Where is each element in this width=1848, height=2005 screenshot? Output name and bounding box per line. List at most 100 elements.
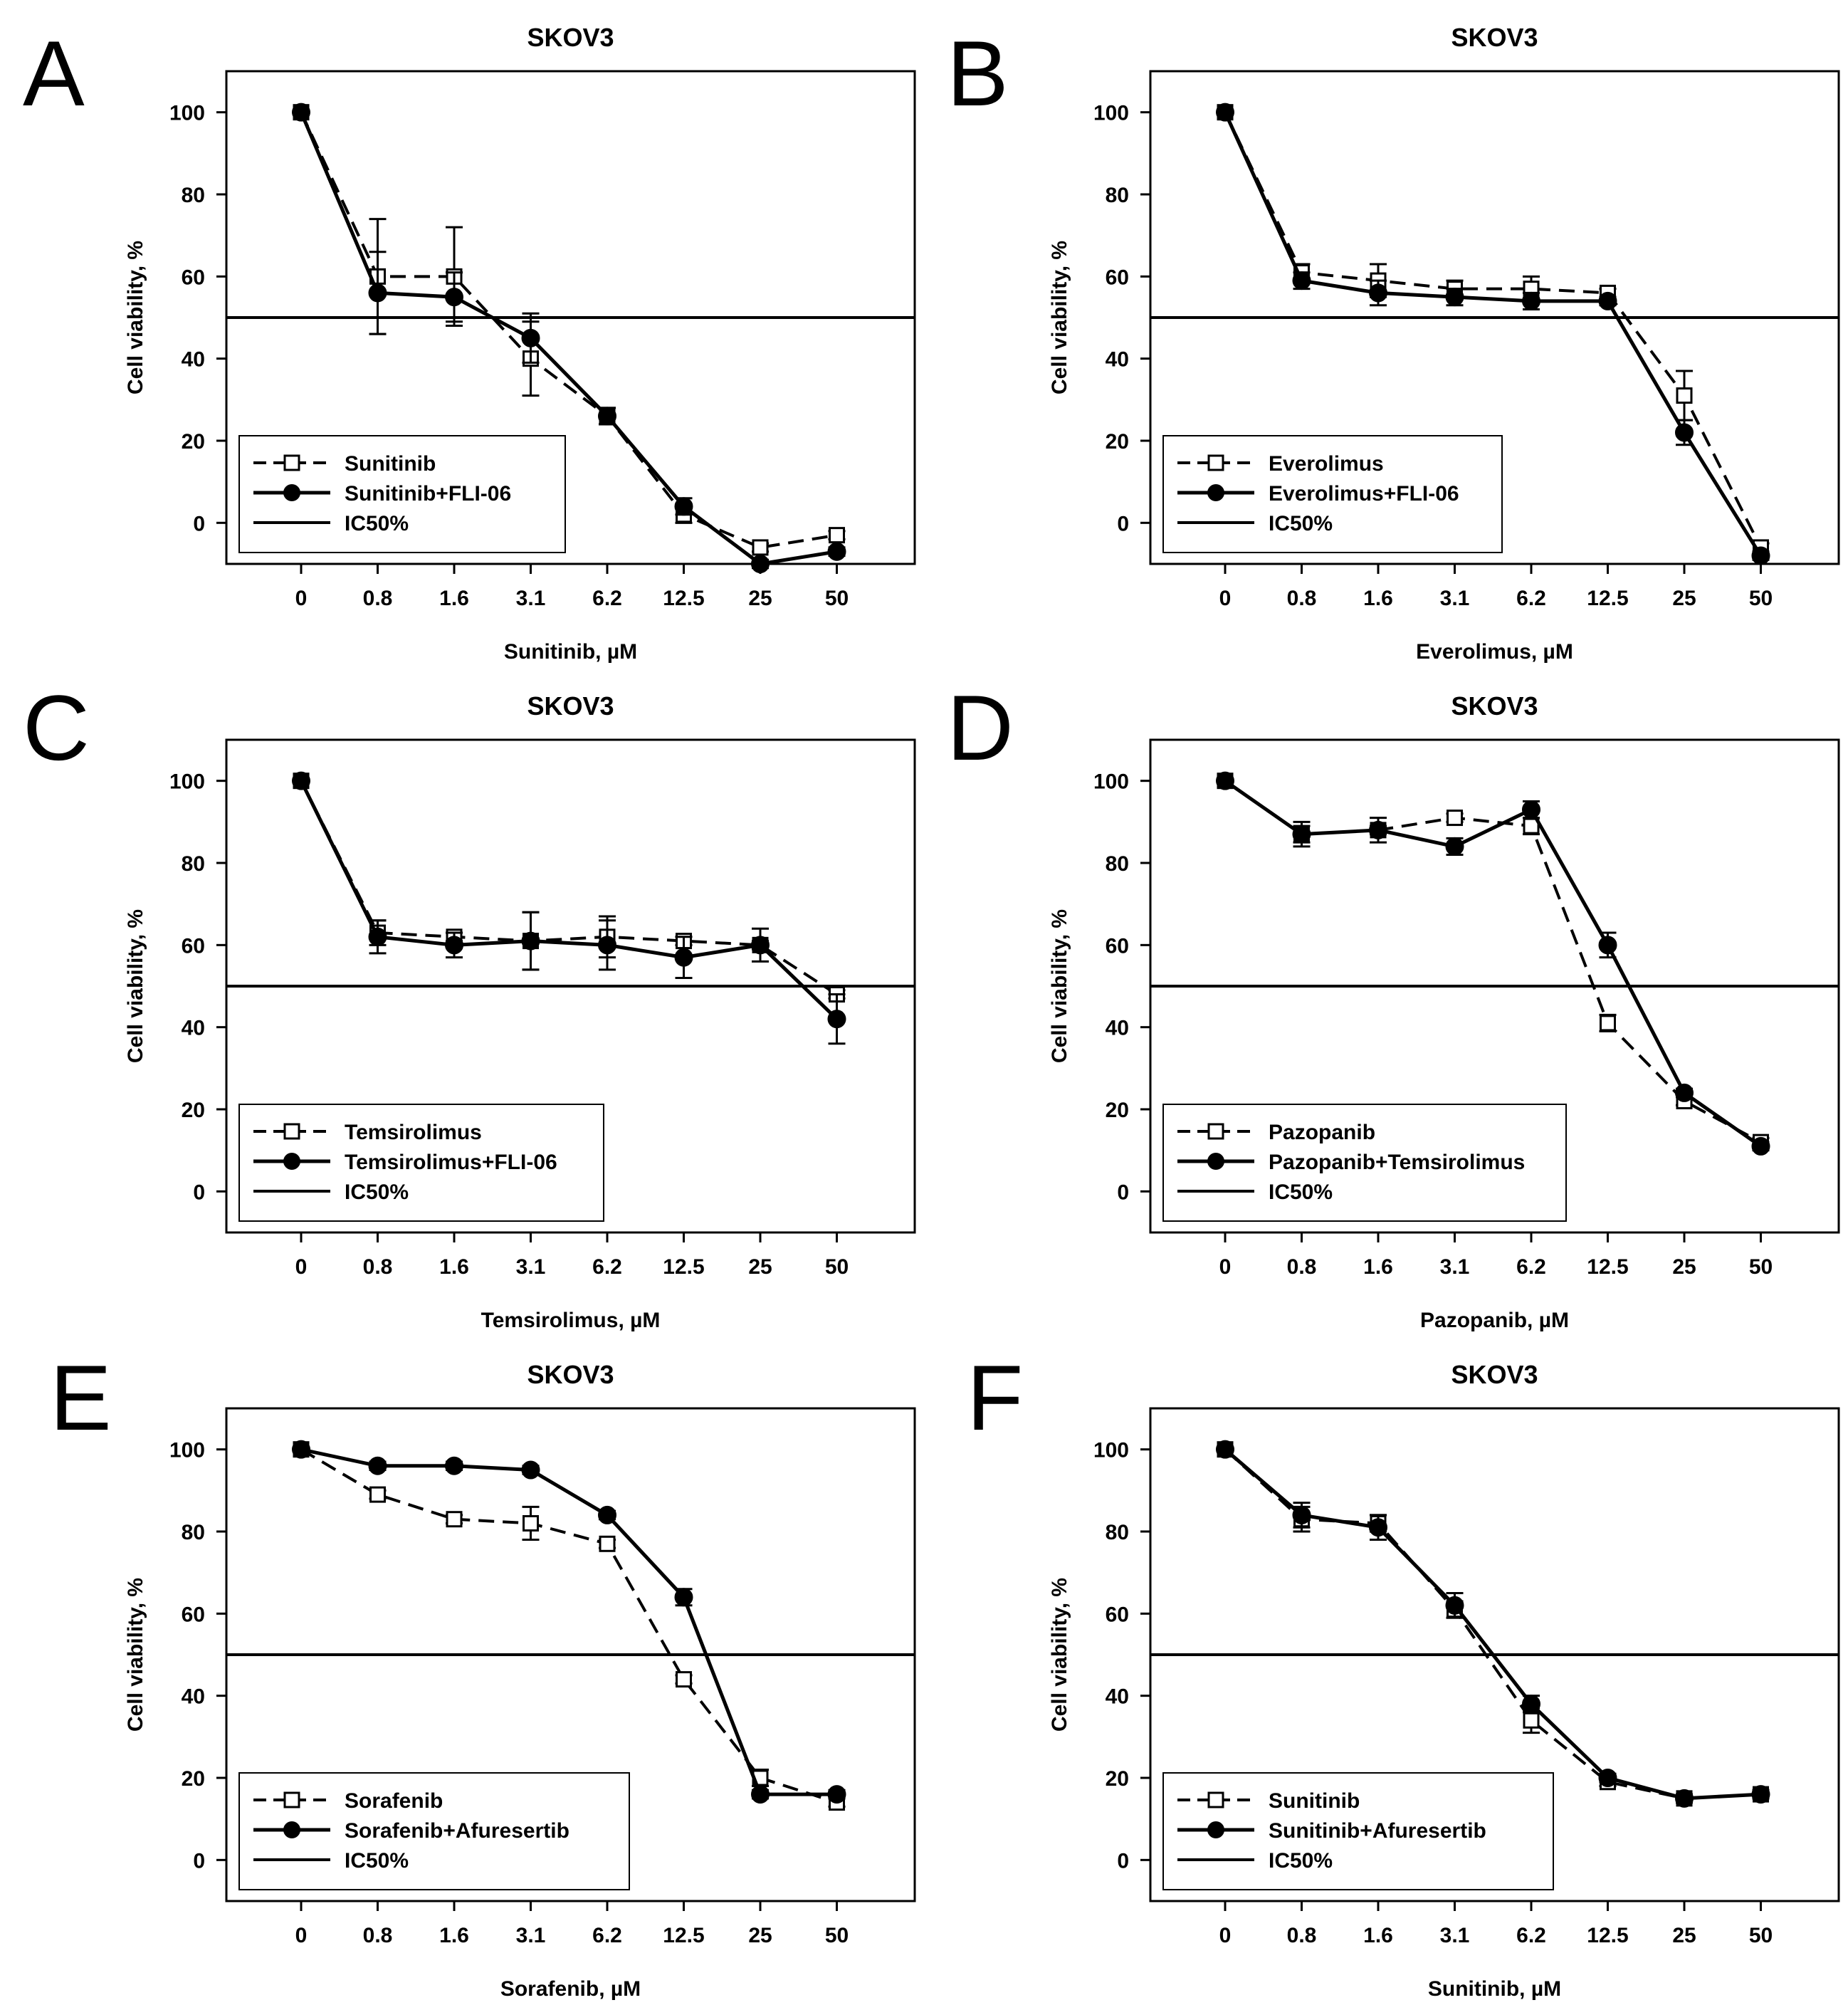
chart-e-xtick-label: 12.5 [663, 1924, 704, 1947]
chart-c-ytick-label: 20 [182, 1099, 205, 1122]
chart-e-yaxis-label: Cell viability, % [124, 1578, 147, 1732]
chart-c-xtick-label: 0 [295, 1255, 308, 1279]
chart-d-legend-series-1-label: Pazopanib [1269, 1121, 1375, 1144]
chart-d-ytick-label: 100 [1093, 770, 1129, 794]
chart-e-legend-ic50-label: IC50% [345, 1849, 409, 1873]
chart-e-series-1-point [523, 1514, 539, 1532]
chart-a-ytick-label: 40 [182, 348, 205, 372]
chart-b-ytick-label: 80 [1106, 184, 1129, 207]
chart-a-series-2-point [827, 542, 846, 561]
chart-f-series-2-point [1292, 1505, 1311, 1524]
chart-e-series-1-point [369, 1486, 386, 1503]
chart-e: SKOV3 0 20 40 60 80 100 0 0.8 1.6 3.1 6.2 12.5 25 50 So… [124, 1360, 916, 2001]
chart-b-series-2-point [1292, 271, 1311, 290]
chart-e-ytick-label: 100 [169, 1439, 205, 1462]
panel-f: F SKOV3 0 20 40 60 80 100 0 0.8 1.6 3.1 6.2 12.5 25 50… [924, 1337, 1848, 2005]
chart-d-series-2-line [1224, 779, 1762, 1148]
chart-c-xtick-label: 50 [825, 1255, 849, 1279]
panel-d: D SKOV3 0 20 40 60 80 100 0 0.8 1.6 3.1 6.2 12.5 25 50… [924, 669, 1848, 1337]
chart-c-xtick-label: 1.6 [439, 1255, 469, 1279]
chart-a-xtick-label: 1.6 [439, 587, 469, 610]
chart-f-ytick-label: 100 [1093, 1439, 1129, 1462]
chart-f-yaxis-label: Cell viability, % [1048, 1578, 1071, 1732]
chart-f-ytick-label: 20 [1106, 1767, 1129, 1791]
chart-a-series-2-point [445, 288, 463, 307]
chart-b: SKOV3 0 20 40 60 80 100 0 0.8 1.6 3.1 6.2 12.5 25 50 Ev… [1048, 23, 1840, 664]
chart-e-series-2-point [292, 1440, 310, 1459]
chart-b-legend-series-1-label: Everolimus [1269, 452, 1384, 476]
chart-a-series-2-point [521, 328, 540, 347]
chart-e-series-1-point [599, 1535, 616, 1552]
chart-e-xtick-label: 3.1 [516, 1924, 546, 1947]
chart-f-xtick-label: 0 [1219, 1924, 1232, 1947]
chart-d-series-2-point [1598, 936, 1617, 955]
chart-d-xtick-label: 12.5 [1587, 1255, 1628, 1279]
chart-d-series-1-point [1600, 1015, 1616, 1032]
chart-d-series-2-point [1751, 1136, 1770, 1156]
chart-d-series-1-point [1447, 810, 1463, 827]
chart-c-title: SKOV3 [527, 691, 614, 721]
chart-b-legend-series-1-marker [1207, 454, 1224, 471]
chart-e-series-2-line [300, 1448, 837, 1796]
chart-c-ytick-label: 60 [182, 934, 205, 958]
chart-b-series-1-line [1224, 111, 1763, 548]
chart-e-xaxis-label: Sorafenib, µM [500, 1977, 641, 2001]
chart-a-series-1-point [752, 539, 769, 556]
chart-b-legend: Everolimus Everolimus+FLI-06 IC50% [1162, 435, 1503, 553]
chart-d-xtick-label: 3.1 [1440, 1255, 1470, 1279]
chart-c-legend-series-2-label: Temsirolimus+FLI-06 [345, 1151, 557, 1174]
chart-e-series-2-point [751, 1785, 770, 1804]
panel-c: C SKOV3 0 20 40 60 80 100 0 0.8 1.6 3.1 6.2 12.5 25 50… [0, 669, 924, 1337]
panel-b: B SKOV3 0 20 40 60 80 100 0 0.8 1.6 3.1 6.2 12.5 25 50… [924, 0, 1848, 669]
chart-d-legend-series-2-marker [1207, 1153, 1224, 1170]
chart-d-xtick-label: 50 [1749, 1255, 1773, 1279]
chart-a-xtick-label: 12.5 [663, 587, 704, 610]
chart-b-series-2-point [1751, 546, 1770, 565]
chart-a-legend-series-1-marker [283, 454, 300, 471]
chart-d-xtick-label: 25 [1672, 1255, 1696, 1279]
chart-c-series-2-point [751, 936, 770, 955]
chart-b-legend-series-2-label: Everolimus+FLI-06 [1269, 482, 1459, 506]
chart-c-series-1-line [300, 780, 838, 996]
chart-c-legend-series-1-label: Temsirolimus [345, 1121, 482, 1144]
chart-d-xtick-label: 1.6 [1363, 1255, 1393, 1279]
chart-e-xtick-label: 1.6 [439, 1924, 469, 1947]
chart-c-yaxis-label: Cell viability, % [124, 909, 147, 1063]
chart-f-series-2-point [1216, 1440, 1234, 1459]
chart-a-legend-series-2-marker [283, 484, 300, 501]
chart-c-xtick-label: 3.1 [516, 1255, 546, 1279]
chart-c-ytick-label: 0 [193, 1181, 205, 1204]
chart-d-xtick-label: 0 [1219, 1255, 1232, 1279]
chart-f-title: SKOV3 [1451, 1360, 1538, 1389]
chart-c: SKOV3 0 20 40 60 80 100 0 0.8 1.6 3.1 6.2 12.5 25 50 Te… [124, 691, 916, 1332]
chart-a-xtick-label: 3.1 [516, 587, 546, 610]
chart-f-ytick-label: 0 [1117, 1849, 1129, 1873]
panel-label-c: C [23, 676, 90, 780]
chart-a-ytick-label: 0 [193, 512, 205, 535]
chart-e-series-1-point [676, 1671, 692, 1688]
panel-label-e: E [50, 1346, 112, 1450]
chart-d-legend: Pazopanib Pazopanib+Temsirolimus IC50% [1162, 1104, 1567, 1222]
chart-b-xtick-label: 25 [1672, 587, 1696, 610]
chart-d-legend-series-2-label: Pazopanib+Temsirolimus [1269, 1151, 1525, 1174]
chart-a-series-2-point [598, 407, 616, 426]
chart-c-legend-series-1-marker [283, 1123, 300, 1140]
chart-f-xtick-label: 0.8 [1287, 1924, 1317, 1947]
chart-c-series-2-point [827, 1010, 846, 1029]
chart-c-series-2-line [299, 780, 839, 1020]
chart-c-xaxis-label: Temsirolimus, µM [481, 1309, 661, 1332]
chart-e-legend: Sorafenib Sorafenib+Afuresertib IC50% [238, 1772, 630, 1890]
chart-c-legend-series-2-marker [283, 1153, 300, 1170]
chart-f-xtick-label: 12.5 [1587, 1924, 1628, 1947]
chart-e-series-2-point [521, 1460, 540, 1480]
chart-e-series-2-point [368, 1456, 387, 1475]
chart-f-series-2-point [1445, 1596, 1464, 1615]
chart-a-yaxis-label: Cell viability, % [124, 241, 147, 394]
chart-b-xtick-label: 6.2 [1516, 587, 1546, 610]
chart-f-legend-series-2-label: Sunitinib+Afuresertib [1269, 1819, 1486, 1843]
chart-f-legend-series-1-marker [1207, 1791, 1224, 1808]
chart-d-series-2-point [1522, 800, 1540, 820]
chart-e-title: SKOV3 [527, 1360, 614, 1389]
chart-f-legend: Sunitinib Sunitinib+Afuresertib IC50% [1162, 1772, 1554, 1890]
